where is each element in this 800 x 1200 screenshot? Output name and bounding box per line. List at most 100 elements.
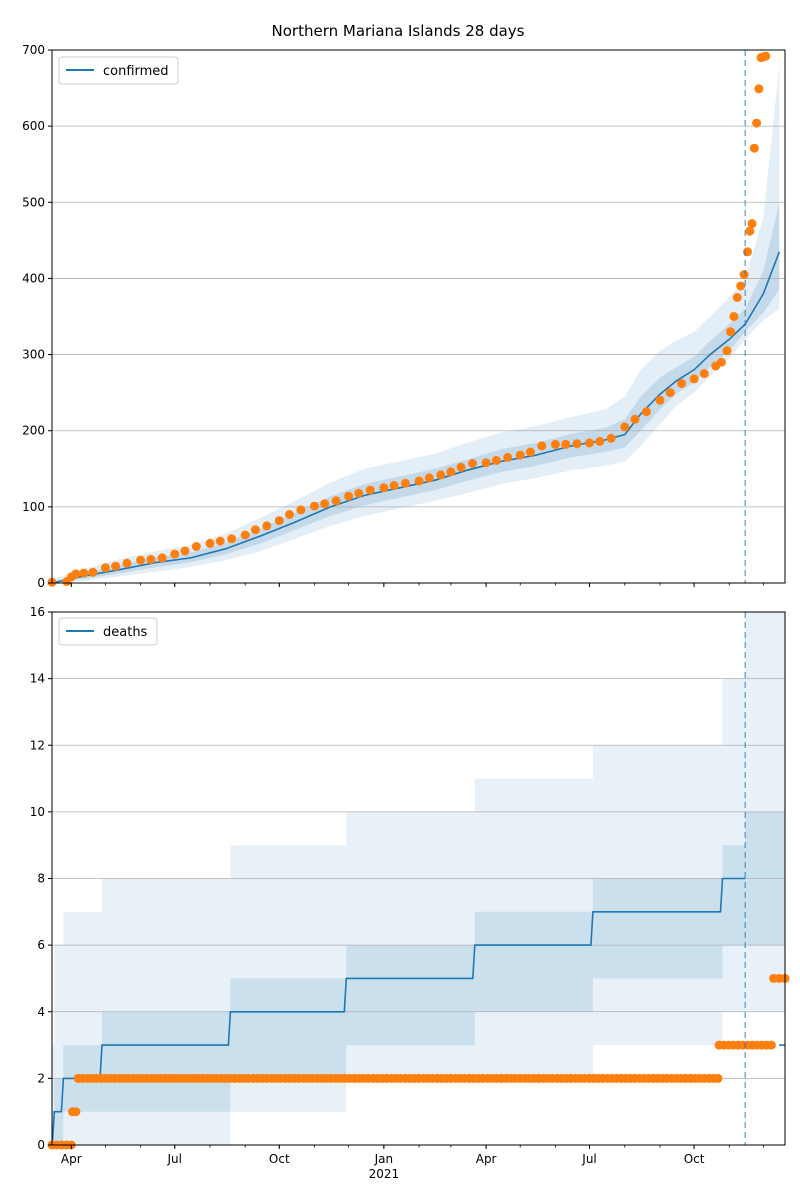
confirmed-x-ticks — [70, 583, 764, 587]
legend-box — [58, 56, 179, 85]
observed-point — [726, 327, 735, 337]
legend-label-confirmed: confirmed — [103, 64, 169, 79]
observed-point — [88, 567, 98, 577]
deaths-y-ticks: 0 2 4 6 8 10 12 14 16 — [30, 605, 52, 1152]
y-tick-label: 12 — [30, 738, 45, 752]
observed-point — [754, 84, 764, 94]
x-tick-label: Apr — [476, 1152, 497, 1166]
observed-point — [180, 546, 190, 556]
observed-point — [170, 549, 180, 559]
observed-point — [481, 458, 491, 468]
observed-point — [468, 459, 477, 468]
observed-point — [157, 553, 167, 563]
observed-point — [572, 439, 582, 449]
observed-point — [389, 481, 399, 490]
observed-point — [745, 226, 755, 236]
observed-point — [585, 438, 594, 448]
observed-point — [310, 501, 319, 511]
observed-point — [71, 569, 81, 579]
observed-point — [205, 538, 215, 548]
y-tick-label: 10 — [30, 805, 45, 819]
deaths-observed-points — [47, 973, 790, 1150]
observed-point — [630, 414, 640, 424]
observed-point — [729, 312, 739, 321]
observed-point — [747, 219, 757, 229]
observed-point — [250, 525, 260, 535]
observed-point — [655, 395, 665, 405]
observed-point — [191, 542, 201, 551]
observed-point — [354, 488, 364, 498]
observed-point — [699, 369, 709, 379]
x-tick-label: Jul — [581, 1152, 596, 1166]
observed-point — [414, 476, 424, 486]
y-tick-label: 14 — [30, 672, 45, 686]
y-tick-label: 200 — [22, 424, 45, 438]
confirmed-bands — [52, 65, 780, 583]
observed-point — [736, 281, 746, 291]
observed-point — [641, 407, 651, 417]
observed-point — [365, 485, 375, 495]
deaths-model-line — [51, 877, 785, 1146]
observed-point — [665, 388, 675, 398]
observed-point — [749, 143, 759, 153]
deaths-model-path — [51, 877, 746, 1146]
observed-point — [344, 491, 354, 501]
observed-point — [379, 483, 389, 493]
observed-point — [689, 374, 699, 384]
y-tick-label: 0 — [37, 1138, 45, 1152]
confirmed-axes-frame — [51, 49, 786, 584]
confirmed-gridlines — [52, 125, 785, 508]
deaths-legend: deaths — [58, 617, 158, 646]
y-tick-label: 700 — [22, 43, 45, 57]
confirmed-legend: confirmed — [58, 56, 179, 85]
x-tick-label: Oct — [269, 1152, 290, 1166]
y-tick-label: 100 — [22, 500, 45, 514]
observed-point — [215, 536, 225, 546]
y-tick-label: 0 — [37, 576, 45, 590]
observed-point — [766, 1040, 776, 1050]
y-tick-label: 2 — [37, 1071, 45, 1085]
confirmed-y-ticks: 0 100 200 300 400 500 600 700 — [22, 43, 52, 590]
observed-point — [606, 433, 616, 443]
observed-point — [71, 1107, 81, 1117]
observed-point — [456, 462, 466, 472]
observed-point — [713, 1073, 723, 1083]
x-tick-label: Oct — [684, 1152, 705, 1166]
confirmed-outer-band — [52, 65, 780, 583]
observed-point — [424, 473, 434, 483]
y-tick-label: 4 — [37, 1005, 45, 1019]
observed-point — [79, 568, 89, 578]
observed-point — [146, 554, 156, 564]
observed-point — [400, 478, 410, 488]
observed-point — [515, 450, 525, 460]
observed-point — [752, 118, 762, 128]
x-tick-label: Jul — [166, 1152, 181, 1166]
observed-point — [739, 270, 749, 280]
observed-point — [111, 561, 121, 571]
legend-label-deaths: deaths — [103, 625, 148, 640]
y-tick-label: 6 — [37, 938, 45, 952]
confirmed-panel: 0 100 200 300 400 500 600 700 confirmed — [22, 43, 786, 590]
observed-point — [491, 455, 501, 465]
observed-point — [262, 521, 272, 531]
legend-box — [58, 617, 158, 646]
observed-point — [620, 422, 630, 432]
y-tick-label: 600 — [22, 119, 45, 133]
observed-point — [331, 496, 341, 506]
observed-point — [732, 293, 742, 302]
observed-point — [274, 516, 284, 526]
observed-point — [716, 357, 726, 367]
observed-point — [525, 447, 535, 457]
x-tick-label: Apr — [61, 1152, 82, 1166]
observed-point — [503, 452, 513, 462]
observed-point — [677, 379, 687, 388]
observed-point — [136, 555, 146, 565]
observed-point — [122, 558, 132, 568]
confirmed-observed-points — [47, 51, 771, 587]
confirmed-model-path — [51, 251, 781, 584]
y-tick-label: 8 — [37, 872, 45, 886]
observed-point — [761, 51, 771, 61]
observed-point — [561, 439, 571, 449]
observed-point — [436, 470, 446, 480]
